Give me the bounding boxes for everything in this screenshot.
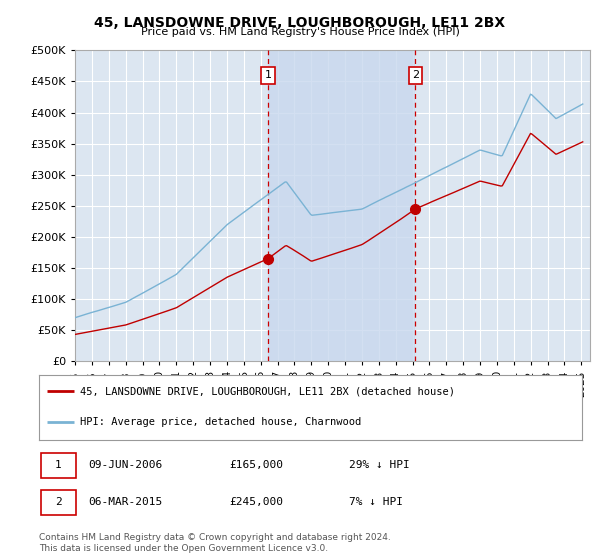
Text: 2: 2 [412,70,419,80]
Bar [268,50,415,361]
Text: 29% ↓ HPI: 29% ↓ HPI [349,460,409,470]
Text: £165,000: £165,000 [229,460,283,470]
Text: 09-JUN-2006: 09-JUN-2006 [88,460,162,470]
Text: 45, LANSDOWNE DRIVE, LOUGHBOROUGH, LE11 2BX: 45, LANSDOWNE DRIVE, LOUGHBOROUGH, LE11 … [94,16,506,30]
Text: 2: 2 [55,497,62,507]
Text: 1: 1 [265,70,272,80]
Text: Contains HM Land Registry data © Crown copyright and database right 2024.
This d: Contains HM Land Registry data © Crown c… [39,533,391,553]
Text: 45, LANSDOWNE DRIVE, LOUGHBOROUGH, LE11 2BX (detached house): 45, LANSDOWNE DRIVE, LOUGHBOROUGH, LE11 … [80,386,455,396]
Text: 1: 1 [55,460,62,470]
FancyBboxPatch shape [41,490,76,515]
Text: HPI: Average price, detached house, Charnwood: HPI: Average price, detached house, Char… [80,417,361,427]
Text: Price paid vs. HM Land Registry's House Price Index (HPI): Price paid vs. HM Land Registry's House … [140,27,460,38]
Text: 06-MAR-2015: 06-MAR-2015 [88,497,162,507]
FancyBboxPatch shape [41,453,76,478]
Text: 7% ↓ HPI: 7% ↓ HPI [349,497,403,507]
Text: £245,000: £245,000 [229,497,283,507]
